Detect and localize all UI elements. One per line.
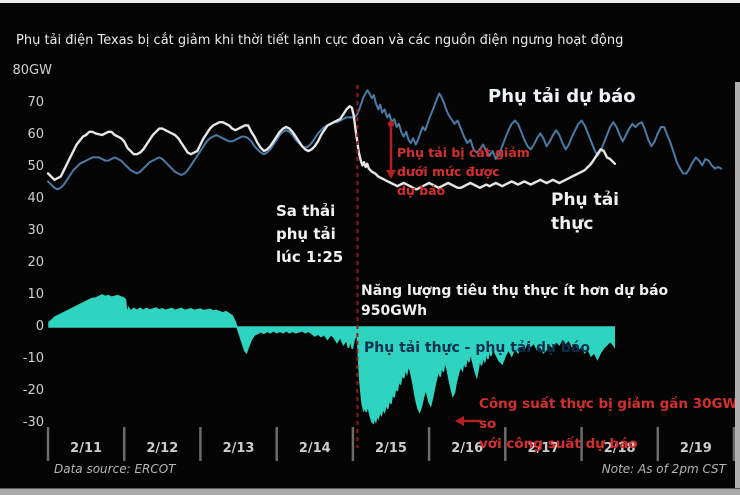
forecast-load-line	[47, 89, 723, 191]
y-tick-label: 60	[27, 127, 44, 142]
diff-area-shape	[48, 294, 616, 425]
chart-title: Phụ tải điện Texas bị cắt giảm khi thời …	[16, 33, 624, 48]
gap-arrow-head-icon	[386, 170, 396, 179]
x-tick-label: 2/13	[222, 441, 255, 456]
y-tick-label: 50	[27, 159, 44, 174]
frame-bottom-edge	[0, 488, 740, 495]
x-tick-label: 2/12	[146, 441, 179, 456]
x-tick-label: 2/14	[298, 441, 331, 456]
gap-arrow-dot	[387, 120, 395, 128]
energy-annotation: Năng lượng tiêu thụ thực ít hơn dự báo 9…	[361, 283, 669, 319]
y-tick-label: 0	[35, 319, 44, 334]
capacity-arrow-head-icon	[455, 416, 464, 426]
actual-series-label: Phụ tải thực	[551, 190, 620, 234]
as-of-note: Note: As of 2pm CST	[601, 462, 726, 476]
y-tick-label: -10	[22, 351, 44, 366]
x-tick-label: 2/11	[70, 441, 103, 456]
x-tick-label: 2/18	[603, 441, 636, 456]
data-source-note: Data source: ERCOT	[54, 462, 176, 476]
y-tick-label: -20	[22, 383, 44, 398]
x-tick-label: 2/19	[679, 441, 712, 456]
frame-right-edge	[735, 82, 740, 489]
forecast-series-label: Phụ tải dự báo	[488, 86, 636, 107]
actual-load-line	[46, 104, 617, 191]
y-tick-label: 40	[27, 191, 44, 206]
y-tick-label: 30	[27, 223, 44, 238]
diff-area-label: Phụ tải thực - phụ tải dự báo	[364, 340, 590, 356]
curtailment-annotation: Phụ tải bị cắt giảm dưới mức được dự báo	[397, 145, 530, 198]
x-tick-label: 2/16	[451, 441, 484, 456]
y-tick-label: 20	[27, 255, 44, 270]
y-tick-label: 10	[27, 287, 44, 302]
load-shed-annotation: Sa thải phụ tải lúc 1:25	[276, 202, 344, 266]
x-tick-label: 2/15	[375, 441, 407, 456]
capacity-annotation: Công suất thực bị giảm gần 30GW so với c…	[479, 396, 738, 452]
y-tick-label: -30	[22, 415, 44, 430]
y-tick-label: 80GW	[12, 63, 52, 78]
y-tick-label: 70	[27, 95, 44, 110]
frame-top-edge	[0, 0, 740, 3]
x-tick-label: 2/17	[527, 441, 560, 456]
